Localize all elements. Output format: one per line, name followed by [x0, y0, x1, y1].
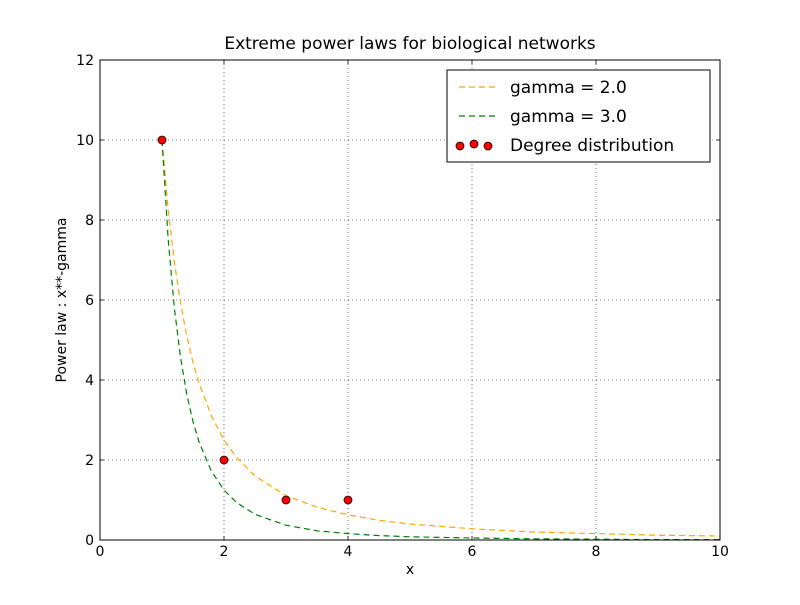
x-tick-label: 0: [96, 544, 105, 560]
series-line-0: [161, 139, 721, 537]
y-tick-label: 2: [85, 453, 94, 469]
x-tick-label: 6: [468, 544, 477, 560]
x-axis-title: x: [406, 562, 414, 578]
legend-marker: [483, 141, 493, 151]
y-tick-label: 12: [76, 53, 94, 69]
y-tick-label: 4: [85, 373, 94, 389]
x-tick-label: 10: [711, 544, 729, 560]
x-tick-label: 8: [592, 544, 601, 560]
legend-label: gamma = 2.0: [510, 78, 627, 98]
legend-label: Degree distribution: [510, 136, 674, 156]
legend: gamma = 2.0 gamma = 3.0 Degree distributio…: [446, 69, 711, 163]
scatter-point: [219, 455, 229, 465]
chart-title: Extreme power laws for biological networ…: [224, 34, 595, 54]
y-tick-label: 6: [85, 293, 94, 309]
series-line-1: [161, 139, 720, 541]
plot-area: 0 2 4 6 8 10 0 2 4 6 8 10 12 gamma = 2.0 gamma = 3.0 De…: [76, 53, 729, 560]
y-tick-label: 10: [76, 133, 94, 149]
scatter-point: [343, 495, 353, 505]
scatter-point: [157, 135, 167, 145]
y-axis-title: Power law : x**-gamma: [54, 218, 70, 383]
legend-marker: [455, 141, 465, 151]
y-tick-label: 8: [85, 213, 94, 229]
legend-marker: [469, 139, 479, 149]
plot-frame: [99, 59, 721, 541]
scatter-point: [281, 495, 291, 505]
y-tick-label: 0: [85, 533, 94, 549]
x-tick-label: 4: [344, 544, 353, 560]
x-tick-label: 2: [220, 544, 229, 560]
legend-label: gamma = 3.0: [510, 107, 627, 127]
